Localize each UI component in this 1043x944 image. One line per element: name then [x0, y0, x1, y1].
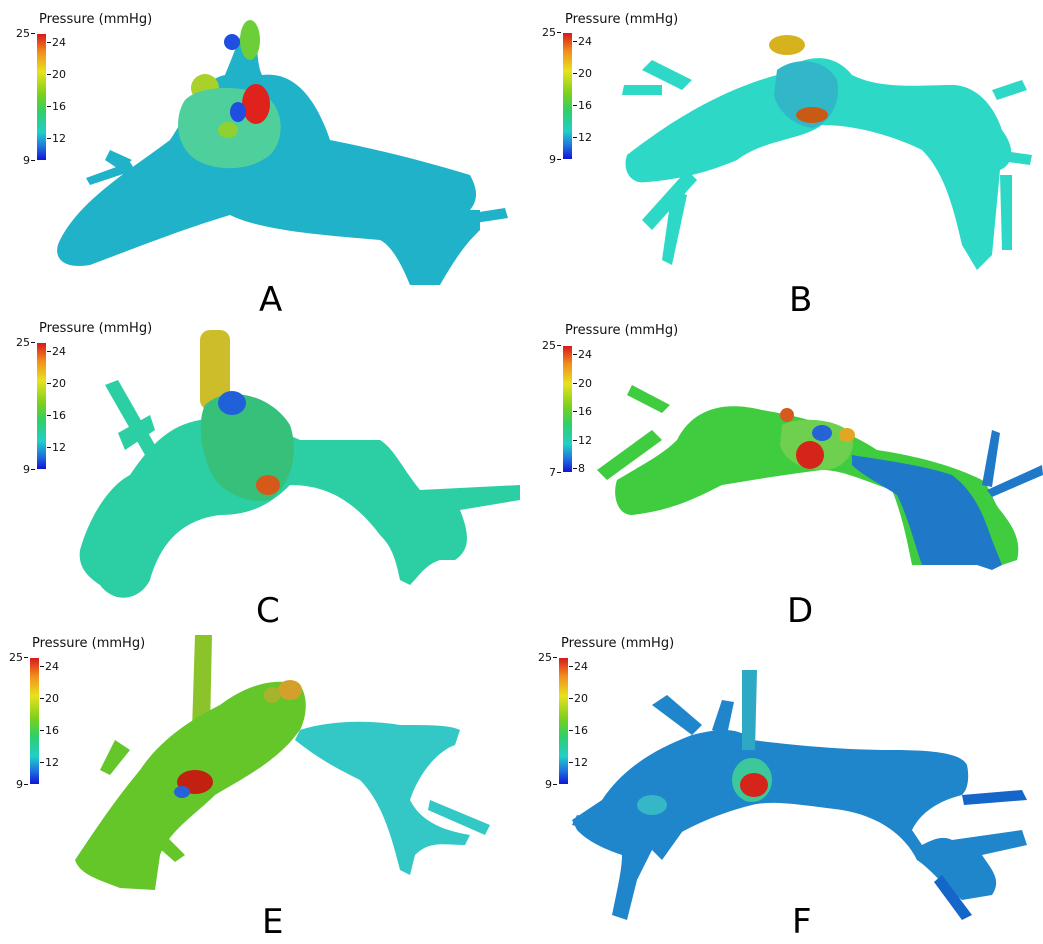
- colorbar-tick: 20: [47, 68, 66, 81]
- colorbar: [37, 343, 46, 469]
- colorbar-tick: 16: [47, 100, 66, 113]
- colorbar: [30, 658, 39, 784]
- colorbar-tick: 12: [573, 131, 592, 144]
- colorbar-tick: 24: [573, 35, 592, 48]
- colorbar-tick: 24: [40, 660, 59, 673]
- colorbar-max-label: 25: [542, 26, 561, 39]
- colorbar-tick: 20: [569, 692, 588, 705]
- panel-letter: E: [262, 902, 284, 942]
- colorbar-tick: 24: [47, 345, 66, 358]
- panel-letter: B: [789, 280, 813, 320]
- panel-f: Pressure (mmHg) 25 9 24 20 16 12 F: [522, 630, 1043, 944]
- colorbar-tick: 16: [47, 409, 66, 422]
- colorbar-min-label: 9: [540, 154, 561, 165]
- panel-c: Pressure (mmHg) 25 9 24 20 16 12 C: [0, 315, 521, 631]
- colorbar-min-label: 9: [14, 464, 35, 475]
- colorbar-tick: 8: [573, 462, 585, 475]
- vessel-model-a: [57, 20, 508, 285]
- colorbar-tick: 16: [40, 724, 59, 737]
- panel-letter: D: [787, 591, 814, 631]
- panel-a: Pressure (mmHg) 25 9 24 20 16 12 A: [0, 0, 521, 320]
- colorbar-tick: 20: [573, 67, 592, 80]
- colorbar-tick: 20: [573, 377, 592, 390]
- panel-d: Pressure (mmHg) 25 7 24 20 16 12 8 D: [522, 315, 1043, 631]
- panel-letter: C: [256, 591, 280, 631]
- vessel-model-d: [597, 385, 1043, 570]
- colorbar-title: Pressure (mmHg): [39, 12, 153, 27]
- panel-b: Pressure (mmHg) 25 9 24 20 16 12 B: [522, 0, 1043, 320]
- colorbar-tick: 12: [47, 132, 66, 145]
- colorbar-max-label: 25: [542, 339, 561, 352]
- colorbar-title: Pressure (mmHg): [32, 636, 146, 651]
- panel-letter: F: [792, 902, 812, 942]
- colorbar-tick: 24: [573, 348, 592, 361]
- colorbar-tick: 16: [573, 405, 592, 418]
- colorbar-tick: 20: [40, 692, 59, 705]
- colorbar-max-label: 25: [16, 336, 35, 349]
- colorbar-max-label: 25: [9, 651, 28, 664]
- colorbar-min-label: 9: [7, 779, 28, 790]
- panel-e: Pressure (mmHg) 25 9 24 20 16 12 E: [0, 630, 521, 944]
- colorbar-tick: 12: [569, 756, 588, 769]
- colorbar-title: Pressure (mmHg): [39, 321, 153, 336]
- vessel-model-e: [75, 635, 490, 890]
- colorbar-min-label: 9: [536, 779, 557, 790]
- vessel-model-f: [572, 670, 1027, 920]
- colorbar-max-label: 25: [538, 651, 557, 664]
- colorbar-max-label: 25: [16, 27, 35, 40]
- colorbar-tick: 12: [573, 434, 592, 447]
- colorbar-min-label: 9: [14, 155, 35, 166]
- colorbar-title: Pressure (mmHg): [565, 323, 679, 338]
- colorbar-title: Pressure (mmHg): [565, 12, 679, 27]
- colorbar-tick: 24: [569, 660, 588, 673]
- colorbar-tick: 20: [47, 377, 66, 390]
- colorbar-min-label: 7: [540, 467, 561, 478]
- colorbar: [563, 346, 572, 472]
- vessel-model-b: [622, 35, 1032, 270]
- panel-letter: A: [259, 280, 283, 320]
- colorbar-title: Pressure (mmHg): [561, 636, 675, 651]
- colorbar-tick: 12: [47, 441, 66, 454]
- colorbar: [563, 33, 572, 159]
- colorbar: [559, 658, 568, 784]
- colorbar: [37, 34, 46, 160]
- colorbar-tick: 12: [40, 756, 59, 769]
- colorbar-tick: 16: [573, 99, 592, 112]
- colorbar-tick: 24: [47, 36, 66, 49]
- vessel-model-c: [79, 330, 520, 598]
- colorbar-tick: 16: [569, 724, 588, 737]
